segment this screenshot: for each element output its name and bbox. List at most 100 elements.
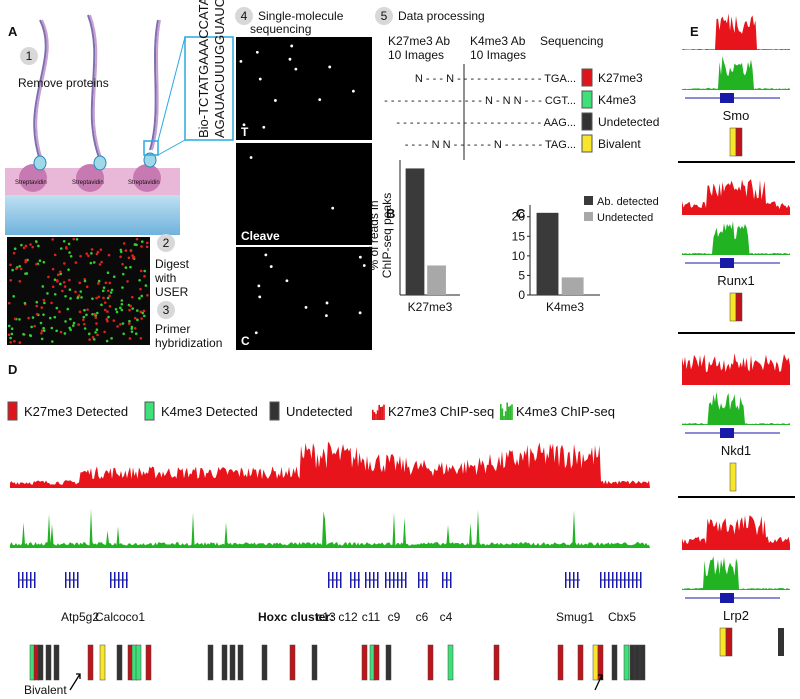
dot <box>59 330 63 334</box>
dot <box>79 290 83 293</box>
panel-e: Smo Runx1 Nkd1 Lrp2 <box>678 13 795 657</box>
dot <box>145 241 149 245</box>
exon <box>450 572 452 588</box>
legend-text: K4me3 Detected <box>161 404 258 419</box>
dot <box>105 317 109 321</box>
dot <box>9 278 13 282</box>
dot <box>27 316 30 320</box>
dot <box>108 304 112 308</box>
site-marker <box>385 644 392 681</box>
dot <box>35 312 39 316</box>
dot <box>72 237 76 241</box>
dot <box>242 123 246 127</box>
step-number: 4 <box>241 9 248 23</box>
dot <box>146 293 149 297</box>
dot <box>18 264 21 268</box>
dot <box>325 314 328 318</box>
dot <box>358 255 362 259</box>
exon <box>332 572 334 588</box>
dot <box>66 307 70 311</box>
exon <box>389 572 391 588</box>
step-text: Remove proteins <box>18 76 109 90</box>
dot <box>85 252 89 256</box>
panel-label: A <box>8 24 18 39</box>
hoxc-labels: c13 c12 c11 c9 c6 c4 <box>316 610 452 624</box>
site-marker <box>135 644 142 681</box>
dot <box>41 285 45 288</box>
dot <box>269 265 273 268</box>
legend-peak <box>373 412 376 420</box>
dot <box>15 267 18 271</box>
dot <box>129 304 132 308</box>
dot <box>47 275 50 279</box>
dot <box>122 242 126 245</box>
gene-label: Smug1 <box>556 610 594 624</box>
exon <box>569 572 571 588</box>
site-marker <box>611 644 618 681</box>
legend-swatch <box>144 401 155 421</box>
panel-label: E <box>690 24 699 39</box>
dot <box>129 249 133 253</box>
dot <box>119 248 123 252</box>
legend-swatch <box>581 90 593 109</box>
site-marker <box>725 627 733 657</box>
seq-image <box>236 143 372 245</box>
exon <box>340 572 342 588</box>
dot <box>50 326 54 330</box>
legend-peak <box>375 413 377 420</box>
legend-text: K4me3 <box>598 93 636 107</box>
exon <box>600 572 602 588</box>
exon <box>73 572 75 588</box>
dot <box>142 314 146 318</box>
dot <box>105 339 109 343</box>
dot <box>37 244 40 248</box>
exon <box>612 572 614 588</box>
dot <box>91 336 95 339</box>
dot <box>135 243 138 247</box>
step-circle <box>20 47 38 65</box>
strands <box>33 14 161 161</box>
exon <box>350 572 352 588</box>
exon <box>640 572 642 588</box>
legend-text: K27me3 ChIP-seq <box>388 404 494 419</box>
exon <box>358 572 360 588</box>
step-text: Single-molecule <box>258 9 344 23</box>
dot <box>13 339 16 343</box>
exon <box>385 572 387 588</box>
dot <box>122 332 125 336</box>
site-marker <box>229 644 236 681</box>
dot <box>88 338 91 341</box>
gene-label: Smo <box>723 108 750 123</box>
dot <box>62 239 66 243</box>
dot <box>119 323 122 326</box>
y-tick-label: 10 <box>512 249 526 263</box>
dot <box>50 301 53 305</box>
dot <box>99 248 103 251</box>
dot <box>140 317 143 320</box>
exon <box>369 572 371 588</box>
exon <box>628 572 630 588</box>
dot <box>106 271 110 275</box>
dot <box>130 330 134 333</box>
dot <box>59 247 63 250</box>
dot <box>97 295 101 299</box>
step-text: with <box>154 271 176 285</box>
step-number: 3 <box>163 303 170 317</box>
exon <box>77 572 79 588</box>
dot <box>107 315 110 319</box>
dot <box>7 301 11 305</box>
dot <box>304 305 308 309</box>
hoxc-label: c6 <box>416 610 429 624</box>
dot <box>63 285 67 288</box>
dot <box>43 301 46 305</box>
dot <box>82 315 86 319</box>
dot <box>95 296 98 300</box>
image-label: Cleave <box>241 229 280 243</box>
site-marker <box>729 462 737 492</box>
dot <box>95 328 99 332</box>
dot <box>24 258 28 262</box>
dot <box>69 254 73 258</box>
legend-text: K4me3 ChIP-seq <box>516 404 615 419</box>
dot <box>131 254 134 257</box>
